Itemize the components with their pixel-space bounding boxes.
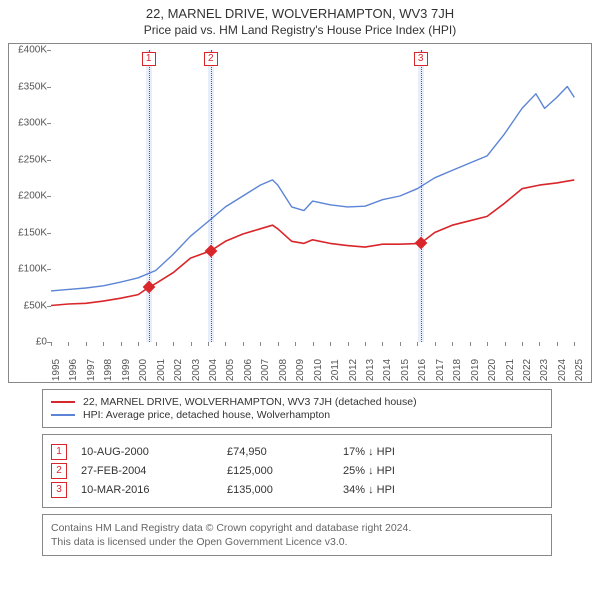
events-box: 1 10-AUG-2000 £74,950 17% ↓ HPI 2 27-FEB-2004… xyxy=(42,434,552,508)
y-axis-tick xyxy=(47,196,51,197)
chart-container: 123£0£50K£100K£150K£200K£250K£300K£350K£… xyxy=(8,43,592,383)
marker-number: 2 xyxy=(204,52,218,66)
legend-swatch xyxy=(51,414,75,416)
y-axis-tick xyxy=(47,269,51,270)
x-axis-tick xyxy=(243,342,244,346)
event-delta: 25% ↓ HPI xyxy=(343,465,493,477)
attribution-line: This data is licensed under the Open Gov… xyxy=(51,535,543,549)
event-number: 2 xyxy=(51,463,67,479)
marker-line xyxy=(211,50,212,342)
legend-label: HPI: Average price, detached house, Wolv… xyxy=(83,409,330,421)
x-axis-tick xyxy=(574,342,575,346)
x-axis-tick xyxy=(365,342,366,346)
legend-row: 22, MARNEL DRIVE, WOLVERHAMPTON, WV3 7JH… xyxy=(51,396,543,408)
x-axis-tick xyxy=(208,342,209,346)
y-axis-tick xyxy=(47,160,51,161)
event-number: 1 xyxy=(51,444,67,460)
x-axis-tick xyxy=(138,342,139,346)
marker-line xyxy=(421,50,422,342)
event-price: £125,000 xyxy=(227,465,337,477)
legend-swatch xyxy=(51,401,75,403)
event-delta: 17% ↓ HPI xyxy=(343,446,493,458)
event-row: 1 10-AUG-2000 £74,950 17% ↓ HPI xyxy=(51,444,543,460)
x-axis-tick xyxy=(470,342,471,346)
x-axis-tick xyxy=(557,342,558,346)
x-axis-tick xyxy=(417,342,418,346)
x-axis-tick xyxy=(191,342,192,346)
chart-svg xyxy=(51,50,583,342)
x-axis-tick xyxy=(51,342,52,346)
x-axis-tick xyxy=(68,342,69,346)
x-axis-tick xyxy=(121,342,122,346)
series-line xyxy=(51,180,574,306)
plot-area: 123£0£50K£100K£150K£200K£250K£300K£350K£… xyxy=(51,50,583,342)
x-axis-tick xyxy=(400,342,401,346)
x-axis-tick xyxy=(173,342,174,346)
x-axis-tick xyxy=(539,342,540,346)
series-line xyxy=(51,87,574,291)
x-axis-tick xyxy=(313,342,314,346)
attribution-line: Contains HM Land Registry data © Crown c… xyxy=(51,521,543,535)
x-axis-tick xyxy=(435,342,436,346)
marker-line xyxy=(149,50,150,342)
event-row: 3 10-MAR-2016 £135,000 34% ↓ HPI xyxy=(51,482,543,498)
y-axis-tick xyxy=(47,123,51,124)
chart-subtitle: Price paid vs. HM Land Registry's House … xyxy=(8,23,592,37)
x-axis-tick xyxy=(278,342,279,346)
x-axis-tick xyxy=(295,342,296,346)
x-axis-tick xyxy=(86,342,87,346)
y-axis-tick xyxy=(47,306,51,307)
x-axis-tick xyxy=(330,342,331,346)
x-axis-tick xyxy=(505,342,506,346)
legend-row: HPI: Average price, detached house, Wolv… xyxy=(51,409,543,421)
legend-box: 22, MARNEL DRIVE, WOLVERHAMPTON, WV3 7JH… xyxy=(42,389,552,428)
marker-number: 3 xyxy=(414,52,428,66)
event-price: £135,000 xyxy=(227,484,337,496)
x-axis-tick xyxy=(260,342,261,346)
legend-label: 22, MARNEL DRIVE, WOLVERHAMPTON, WV3 7JH… xyxy=(83,396,417,408)
x-axis-tick xyxy=(156,342,157,346)
x-axis-tick xyxy=(522,342,523,346)
x-axis-tick xyxy=(348,342,349,346)
chart-title: 22, MARNEL DRIVE, WOLVERHAMPTON, WV3 7JH xyxy=(8,6,592,21)
event-date: 10-MAR-2016 xyxy=(81,484,221,496)
x-axis-tick xyxy=(487,342,488,346)
event-price: £74,950 xyxy=(227,446,337,458)
y-axis-tick xyxy=(47,87,51,88)
event-number: 3 xyxy=(51,482,67,498)
event-date: 27-FEB-2004 xyxy=(81,465,221,477)
y-axis-tick xyxy=(47,50,51,51)
page-root: 22, MARNEL DRIVE, WOLVERHAMPTON, WV3 7JH… xyxy=(0,0,600,556)
x-axis-tick xyxy=(225,342,226,346)
x-axis-tick xyxy=(452,342,453,346)
attribution-box: Contains HM Land Registry data © Crown c… xyxy=(42,514,552,556)
event-date: 10-AUG-2000 xyxy=(81,446,221,458)
x-axis-tick xyxy=(382,342,383,346)
event-delta: 34% ↓ HPI xyxy=(343,484,493,496)
y-axis-tick xyxy=(47,233,51,234)
marker-number: 1 xyxy=(142,52,156,66)
event-row: 2 27-FEB-2004 £125,000 25% ↓ HPI xyxy=(51,463,543,479)
x-axis-tick xyxy=(103,342,104,346)
